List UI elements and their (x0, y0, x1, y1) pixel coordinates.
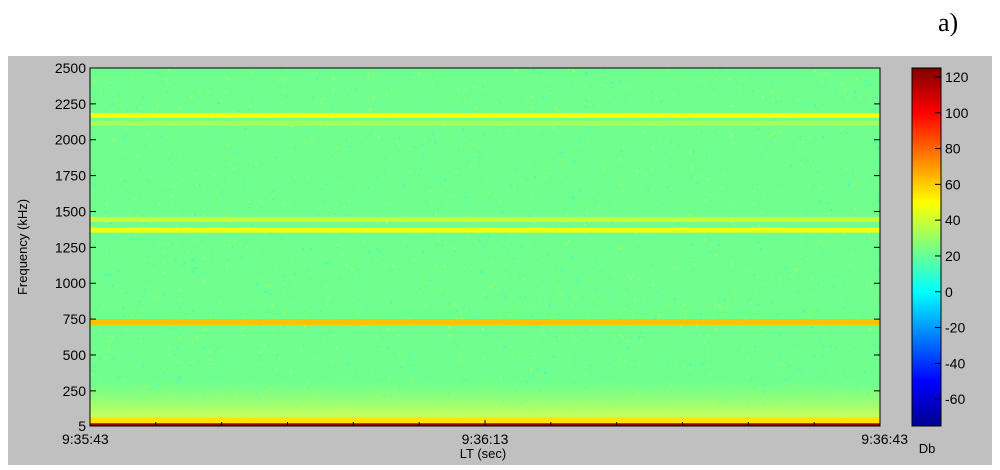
colorbar-tick-label: -60 (945, 391, 965, 407)
signal-band-6 (90, 120, 880, 126)
y-tick-label: 1000 (55, 275, 86, 291)
signal-band-4 (90, 216, 880, 222)
signal-band-3 (90, 227, 880, 233)
figure-background: 5 250 500 750 1000 1250 1500 1750 2000 2250 2500 9… (8, 56, 992, 465)
panel-label: a) (938, 8, 959, 37)
colorbar-tick-label: 100 (945, 105, 969, 121)
spectrogram-background (90, 68, 880, 426)
colorbar-tick-label: 120 (945, 69, 969, 85)
colorbar-tick-label: -40 (945, 355, 965, 371)
colorbar-tick-label: -20 (945, 320, 965, 336)
y-tick-label: 2250 (55, 96, 86, 112)
colorbar-tick-label: 60 (945, 176, 961, 192)
colorbar (911, 67, 942, 427)
signal-band-2 (90, 319, 880, 325)
y-tick-label: 5 (78, 418, 86, 434)
x-axis-label: LT (sec) (460, 446, 506, 461)
y-tick-label: 750 (63, 311, 87, 327)
y-tick-label: 1750 (55, 168, 86, 184)
colorbar-label: Db (919, 441, 936, 456)
y-tick-label: 2000 (55, 132, 86, 148)
y-tick-label: 1500 (55, 203, 86, 219)
x-tick-label: 9:36:43 (861, 431, 908, 447)
colorbar-tick-label: 20 (945, 248, 961, 264)
colorbar-tick-label: 80 (945, 141, 961, 157)
y-tick-label: 2500 (55, 60, 86, 76)
colorbar-tick-label: 40 (945, 212, 961, 228)
y-tick-label: 500 (63, 347, 87, 363)
x-tick-label: 9:35:43 (62, 431, 109, 447)
x-tick-label: 9:36:13 (462, 431, 509, 447)
colorbar-tick-label: 0 (945, 284, 953, 300)
y-tick-label: 1250 (55, 239, 86, 255)
y-tick-label: 250 (63, 383, 87, 399)
signal-band-5 (90, 112, 880, 118)
y-axis-label: Frequency (kHz) (15, 199, 30, 295)
